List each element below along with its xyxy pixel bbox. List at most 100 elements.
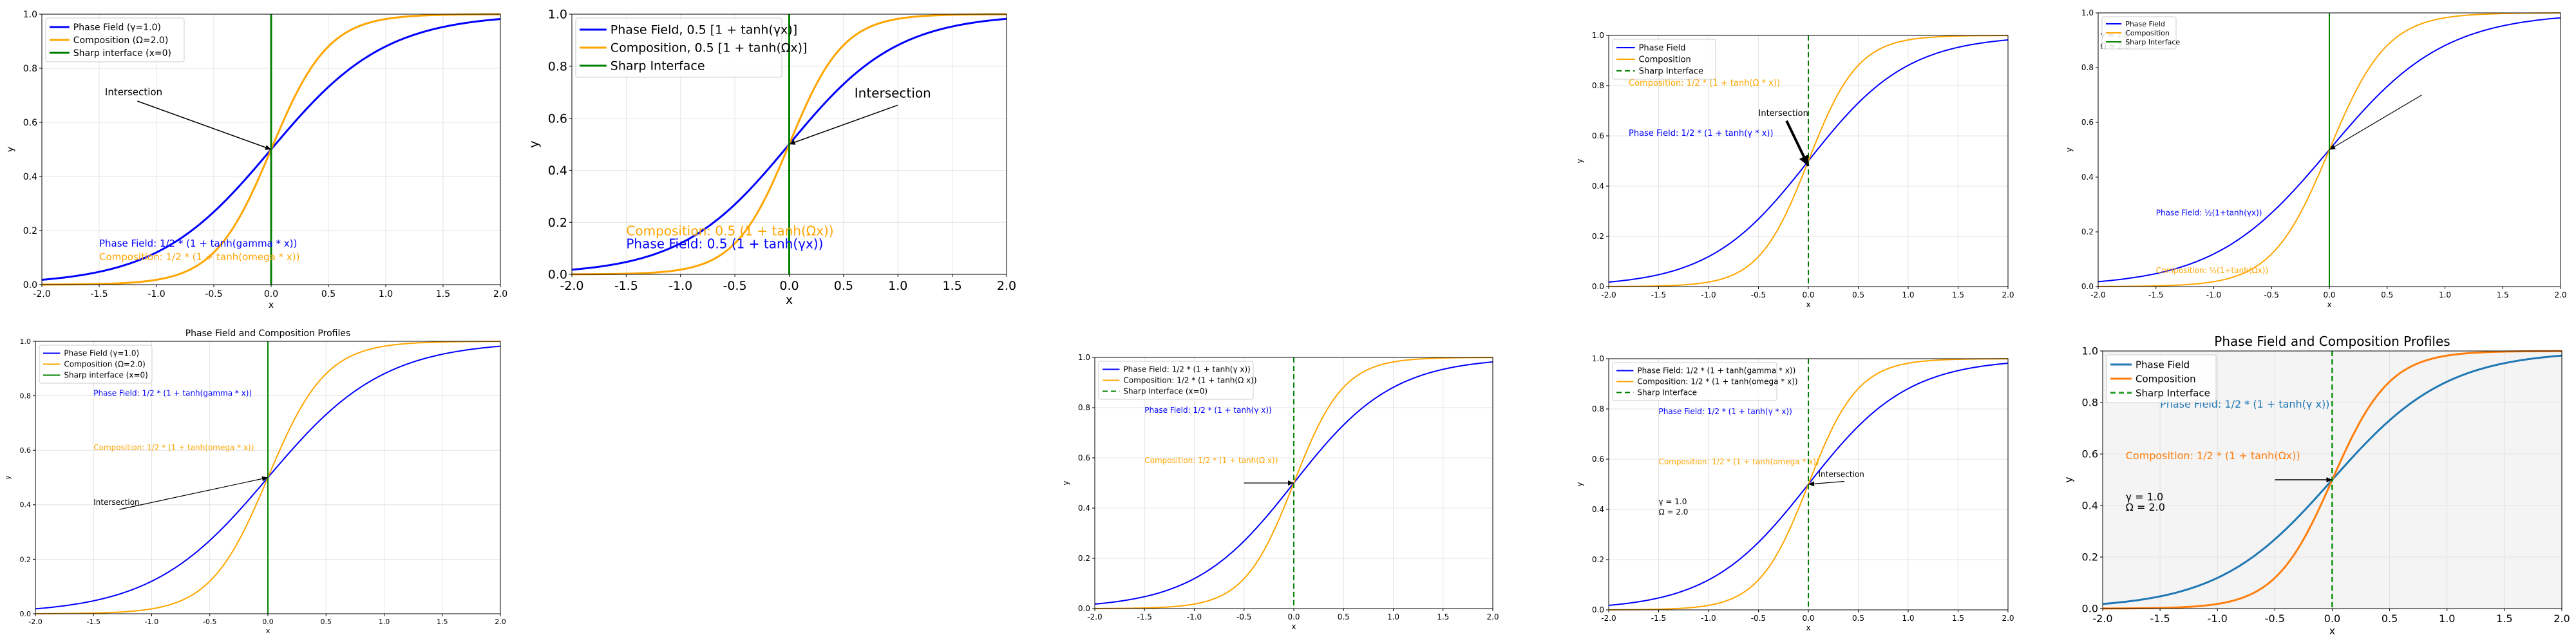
y-tick-label: 1.0	[1592, 31, 1604, 40]
legend-label: Phase Field (γ=1.0)	[64, 349, 139, 358]
y-tick-label: 0.8	[2082, 397, 2098, 409]
x-tick-label: -2.0	[28, 618, 42, 626]
x-tick-label: 2.0	[2002, 614, 2014, 623]
y-axis-label: y	[1575, 482, 1584, 486]
legend: Phase Field (γ=1.0) Composition (Ω=2.0) Sh…	[39, 345, 153, 384]
x-tick-label: 0.0	[1287, 612, 1300, 621]
x-tick-label: 2.0	[2554, 290, 2566, 299]
annotation-arrow	[137, 100, 272, 150]
y-tick-label: 1.0	[548, 8, 567, 22]
x-tick-label: -2.0	[1087, 612, 1102, 621]
y-tick-label: 0.8	[1078, 403, 1090, 412]
x-tick-label: -2.0	[2090, 290, 2105, 299]
x-tick-label: -2.0	[2092, 612, 2112, 625]
x-tick-label: 0.5	[1852, 614, 1864, 623]
y-tick-label: 0.4	[548, 164, 567, 178]
x-tick-label: -1.5	[1137, 612, 1152, 621]
y-tick-label: 0.4	[2082, 500, 2098, 512]
legend: Phase Field, 0.5 [1 + tanh(γx)] Compositi…	[575, 17, 807, 78]
x-tick-label: -1.5	[2148, 290, 2163, 299]
x-tick-label: 1.5	[943, 279, 962, 293]
annotation-text: Intersection	[105, 86, 162, 98]
annotation-arrowhead	[2329, 144, 2336, 150]
x-tick-label: -2.0	[1601, 614, 1616, 623]
annotation-arrow	[1808, 480, 1844, 485]
x-tick-label: -0.5	[2265, 612, 2285, 625]
x-tick-label: -1.5	[1651, 614, 1666, 623]
y-tick-label: 1.0	[2081, 8, 2094, 17]
annotation-text: Composition: 1/2 * (1 + tanh(omega * x))	[99, 251, 299, 263]
x-tick-label: 0.5	[2381, 290, 2393, 299]
y-tick-label: 0.6	[548, 111, 567, 126]
y-tick-label: 0.8	[1592, 81, 1604, 90]
annotation-text: Composition: ½(1+tanh(Ωx))	[2156, 266, 2268, 275]
x-tick-label: -2.0	[33, 289, 50, 299]
y-tick-label: 0.4	[23, 172, 37, 182]
x-tick-label: -1.0	[145, 618, 158, 626]
annotation-text: Phase Field: 1/2 * (1 + tanh(γ * x))	[1659, 407, 1792, 416]
x-tick-label: -0.5	[203, 618, 216, 626]
x-axis-label: x	[269, 300, 274, 310]
legend-box	[1612, 362, 1777, 401]
x-tick-label: -0.5	[2264, 290, 2279, 299]
x-axis-label: x	[786, 293, 793, 307]
x-tick-label: 0.0	[262, 618, 274, 626]
annotation-text: Ω = 2.0	[2126, 501, 2165, 513]
chart-title: Phase Field and Composition Profiles	[185, 328, 351, 339]
y-tick-label: 0.0	[548, 268, 567, 282]
y-tick-label: 0.0	[1078, 604, 1090, 613]
x-tick-label: 1.0	[2439, 290, 2451, 299]
x-axis-label: x	[1806, 300, 1810, 309]
legend-label: Phase Field (γ=1.0)	[73, 23, 161, 33]
y-tick-label: 0.6	[1592, 131, 1604, 140]
annotation-text: Intersection	[93, 498, 139, 507]
legend-label: Phase Field: 1/2 * (1 + tanh(gamma * x))	[1637, 366, 1795, 375]
x-tick-label: -2.0	[560, 279, 583, 293]
x-tick-label: -1.0	[668, 279, 692, 293]
chart-2: -2.0 -1.5 -1.0 -0.5 0.0 0.5 1.0 1.5 2.0 0.0 0.2 0.4…	[527, 8, 1017, 307]
x-tick-label: 1.0	[379, 289, 393, 299]
y-tick-label: 0.6	[20, 446, 32, 455]
y-axis-label: y	[527, 140, 542, 147]
annotation-arrowhead	[1799, 154, 1809, 166]
y-axis-label: y	[3, 475, 12, 480]
x-tick-label: 0.0	[264, 289, 278, 299]
annotation-text: Composition: 1/2 * (1 + tanh(omega * x))	[1659, 457, 1819, 466]
y-tick-label: 0.2	[2082, 551, 2098, 564]
x-tick-label: 0.5	[1338, 612, 1350, 621]
legend-label: Sharp Interface	[611, 59, 705, 73]
x-tick-label: 2.0	[1486, 612, 1499, 621]
x-tick-label: -0.5	[723, 279, 747, 293]
legend-box	[2101, 16, 2177, 50]
x-tick-label: -1.0	[1701, 290, 1716, 299]
y-tick-label: 0.8	[1592, 404, 1604, 413]
x-tick-label: 0.5	[321, 618, 332, 626]
legend-label: Composition (Ω=2.0)	[64, 360, 145, 369]
y-tick-label: 0.0	[1592, 282, 1604, 291]
annotation-text: Composition: 1/2 * (1 + tanh(Ωx))	[2126, 450, 2300, 462]
y-tick-label: 0.2	[2081, 227, 2094, 236]
y-axis-label: y	[1575, 158, 1584, 163]
x-tick-label: 1.5	[1952, 290, 1964, 299]
legend-label: Sharp Interface	[1637, 388, 1697, 397]
x-tick-label: 2.0	[997, 279, 1016, 293]
x-tick-label: 1.5	[437, 618, 448, 626]
annotation-text: γ = 1.0	[2126, 491, 2164, 503]
annotation-arrowhead	[1288, 480, 1294, 486]
x-tick-label: -1.5	[90, 289, 108, 299]
legend-label: Phase Field	[1639, 44, 1686, 53]
x-axis-label: x	[1291, 622, 1296, 631]
y-tick-label: 0.8	[548, 59, 567, 73]
x-tick-label: 2.0	[495, 618, 506, 626]
x-tick-label: -1.0	[1701, 614, 1716, 623]
x-tick-label: 0.0	[1802, 290, 1814, 299]
y-tick-label: 1.0	[20, 337, 32, 346]
annotation-text: Composition: 1/2 * (1 + tanh(Ω * x))	[1629, 79, 1780, 88]
y-tick-label: 0.6	[1078, 453, 1090, 462]
legend-label: Composition	[2125, 29, 2170, 37]
x-tick-label: 1.0	[1387, 612, 1399, 621]
y-tick-label: 0.0	[23, 280, 37, 290]
y-tick-label: 0.0	[20, 610, 32, 618]
